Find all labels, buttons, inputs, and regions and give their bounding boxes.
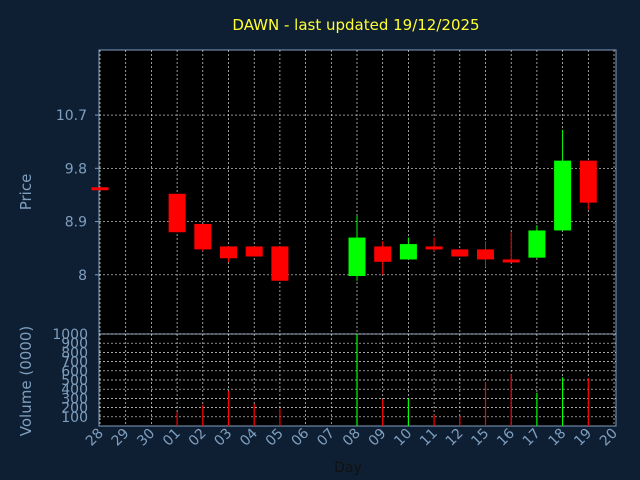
candle	[579, 160, 597, 210]
candle	[168, 193, 186, 233]
x-tick-label: 12	[443, 426, 467, 450]
price-tick-label: 8	[78, 268, 87, 284]
volume-bar	[253, 403, 255, 426]
x-tick-label: 30	[134, 426, 158, 450]
volume-bar	[356, 334, 358, 426]
candle-body	[168, 193, 186, 233]
x-tick-label: 08	[340, 426, 364, 450]
candle-body	[374, 246, 392, 262]
x-tick-labels: 28 29 30 01 02 03 04 05 06 07 08 09 10 11 12 15 16 17 18 19…	[83, 425, 621, 449]
candle-body	[502, 259, 520, 263]
volume-axis-label: Volume (0000)	[17, 326, 35, 436]
candle-body	[91, 187, 109, 191]
candle-body	[451, 249, 469, 257]
volume-series	[176, 334, 589, 426]
candle	[399, 237, 417, 260]
x-tick-label: 18	[546, 426, 570, 450]
volume-tick-label: 200	[61, 401, 88, 417]
candle-body	[579, 160, 597, 203]
volume-bar	[202, 404, 204, 426]
x-tick-label: 03	[211, 426, 235, 450]
volume-tick-label: 400	[61, 382, 88, 398]
volume-bar	[484, 381, 487, 426]
volume-bar	[227, 391, 230, 426]
candle	[91, 187, 109, 191]
x-tick-label: 20	[597, 426, 621, 450]
candle	[220, 246, 237, 262]
candle	[425, 237, 443, 252]
candle-body	[194, 223, 212, 250]
volume-tick-label: 100	[61, 410, 88, 426]
price-tick-label: 10.7	[56, 108, 87, 124]
chart-title: DAWN - last updated 19/12/2025	[232, 16, 479, 34]
x-tick-label: 01	[160, 426, 184, 450]
x-tick-label: 17	[520, 426, 544, 450]
candlestick-series	[91, 129, 597, 281]
x-tick-label: 19	[571, 426, 595, 450]
price-tick-label: 8.9	[65, 215, 87, 231]
volume-tick-label: 1000	[52, 327, 88, 343]
price-panel	[98, 49, 617, 335]
x-tick-label: 04	[237, 425, 261, 449]
candle	[194, 223, 212, 252]
volume-bar	[536, 392, 538, 426]
volume-bar	[510, 374, 512, 426]
x-tick-label: 09	[366, 426, 390, 450]
volume-bar	[407, 398, 409, 426]
volume-tick-label: 300	[61, 391, 88, 407]
volume-bar	[587, 378, 589, 426]
candle	[502, 232, 520, 263]
price-tick-label: 9.8	[65, 161, 87, 177]
candle-body	[554, 160, 572, 231]
x-tick-label: 16	[494, 425, 518, 449]
candle-body	[425, 246, 443, 250]
candle	[348, 215, 366, 281]
candle	[477, 241, 494, 268]
volume-bar	[562, 377, 564, 426]
candle-body	[477, 249, 494, 260]
x-tick-label: 11	[417, 426, 441, 450]
volume-bar	[459, 415, 461, 426]
volume-bar	[176, 412, 178, 426]
candle	[271, 246, 289, 281]
volume-bar	[279, 408, 281, 426]
price-axis-label: Price	[17, 174, 35, 211]
volume-tick-label: 500	[61, 373, 88, 389]
volume-tick-label: 600	[61, 364, 88, 380]
x-tick-label: 29	[109, 426, 133, 450]
candle-body	[271, 246, 289, 281]
volume-bar	[382, 399, 384, 426]
x-axis-label: Day	[334, 460, 362, 476]
x-tick-label: 15	[468, 426, 492, 450]
x-tick-label: 07	[314, 426, 338, 450]
candle-body	[348, 237, 366, 277]
x-tick-label: 10	[391, 426, 415, 450]
volume-tick-label: 700	[61, 355, 88, 371]
x-tick-label: 02	[186, 426, 210, 450]
candle-body	[528, 230, 546, 258]
x-tick-label: 28	[83, 426, 107, 450]
candle	[451, 249, 469, 257]
candle-body	[245, 246, 263, 257]
candle	[245, 246, 263, 257]
candle	[528, 225, 546, 258]
volume-tick-label: 900	[61, 336, 88, 352]
x-tick-label: 06	[289, 425, 313, 449]
x-tick-label: 05	[263, 426, 287, 450]
volume-bar	[433, 414, 435, 426]
candle-body	[220, 246, 237, 259]
candle-body	[399, 244, 417, 260]
candle	[554, 129, 572, 231]
candle	[374, 241, 392, 275]
price-tick-labels: 8 8.9 9.8 10.7	[56, 108, 99, 284]
volume-tick-label: 800	[61, 345, 88, 361]
